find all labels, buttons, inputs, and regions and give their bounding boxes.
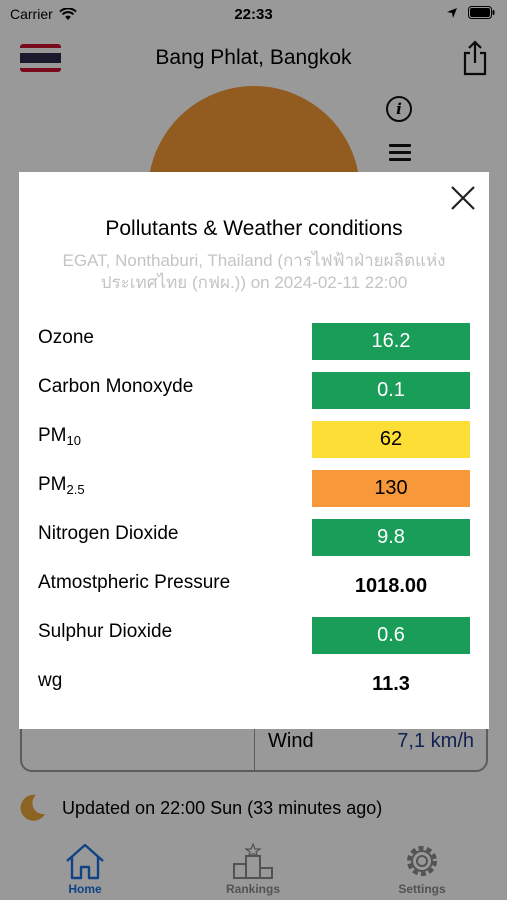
- pollutant-value: 0.1: [312, 372, 470, 409]
- nav-bar: Bang Phlat, Bangkok: [0, 36, 507, 80]
- pollutant-value: 130: [312, 470, 470, 507]
- pollutant-value: 9.8: [312, 519, 470, 556]
- pollutant-label: Nitrogen Dioxide: [38, 523, 179, 544]
- pollutant-value: 11.3: [372, 673, 410, 695]
- pollutant-row: Ozone 16.2: [19, 317, 489, 366]
- pollutant-label: Carbon Monoxyde: [38, 376, 194, 397]
- pollutant-label: PM2.5: [38, 474, 85, 497]
- weather-table: [20, 700, 488, 772]
- pollutant-label: wg: [38, 670, 63, 691]
- carrier-info: Carrier: [10, 6, 77, 22]
- country-flag-icon[interactable]: [20, 44, 61, 72]
- tab-settings-label: Settings: [398, 882, 446, 896]
- wind-label: Wind: [268, 730, 314, 752]
- status-bar: Carrier 22:33: [0, 0, 507, 28]
- pollutant-row: Sulphur Dioxide 0.6: [19, 611, 489, 660]
- carrier-label: Carrier: [10, 6, 53, 22]
- modal-title: Pollutants & Weather conditions: [105, 217, 403, 240]
- tab-rankings[interactable]: Rankings: [193, 842, 313, 900]
- pollutant-row: PM2.5 130: [19, 464, 489, 513]
- tab-bar: Home Rankings Settings: [0, 836, 507, 900]
- tab-settings[interactable]: Settings: [362, 842, 482, 900]
- location-arrow-icon: [447, 7, 457, 18]
- pollutant-row: Atmostpheric Pressure 1018.00: [19, 562, 489, 611]
- pollutant-value: 0.6: [312, 617, 470, 654]
- gear-icon: [407, 846, 437, 876]
- pollutants-modal: Pollutants & Weather conditions EGAT, No…: [19, 172, 489, 729]
- wifi-icon: [59, 7, 77, 20]
- info-icon[interactable]: i: [386, 96, 412, 122]
- table-divider: [254, 700, 255, 770]
- tab-home[interactable]: Home: [25, 842, 145, 900]
- wind-value: 7,1 km/h: [397, 730, 474, 752]
- tab-rankings-label: Rankings: [225, 882, 280, 896]
- moon-icon: [20, 794, 45, 821]
- pollutant-label: Atmostpheric Pressure: [38, 572, 231, 593]
- pollutant-label: Ozone: [38, 327, 94, 348]
- pollutant-row: wg 11.3: [19, 660, 489, 709]
- clock: 22:33: [234, 6, 273, 23]
- podium-icon: [233, 842, 273, 879]
- battery-icon: [468, 6, 495, 19]
- menu-icon[interactable]: [389, 144, 411, 162]
- home-icon: [66, 843, 104, 880]
- pollutant-row: PM10 62: [19, 415, 489, 464]
- pollutant-label: Sulphur Dioxide: [38, 621, 173, 642]
- updated-time: Updated on 22:00 Sun (33 minutes ago): [62, 798, 383, 818]
- pollutant-value: 16.2: [312, 323, 470, 360]
- pollutant-value: 1018.00: [354, 575, 428, 597]
- pollutant-list: Ozone 16.2 Carbon Monoxyde 0.1 PM10 62 P…: [19, 317, 489, 709]
- pollutant-value: 62: [312, 421, 470, 458]
- city-title: Bang Phlat, Bangkok: [155, 46, 352, 69]
- share-icon[interactable]: [461, 40, 489, 76]
- close-icon[interactable]: [449, 184, 477, 212]
- pollutant-row: Nitrogen Dioxide 9.8: [19, 513, 489, 562]
- pollutant-row: Carbon Monoxyde 0.1: [19, 366, 489, 415]
- tab-home-label: Home: [68, 882, 102, 896]
- pollutant-label: PM10: [38, 425, 81, 448]
- station-subtitle: EGAT, Nonthaburi, Thailand (การไฟฟ้าฝ่าย…: [62, 251, 446, 292]
